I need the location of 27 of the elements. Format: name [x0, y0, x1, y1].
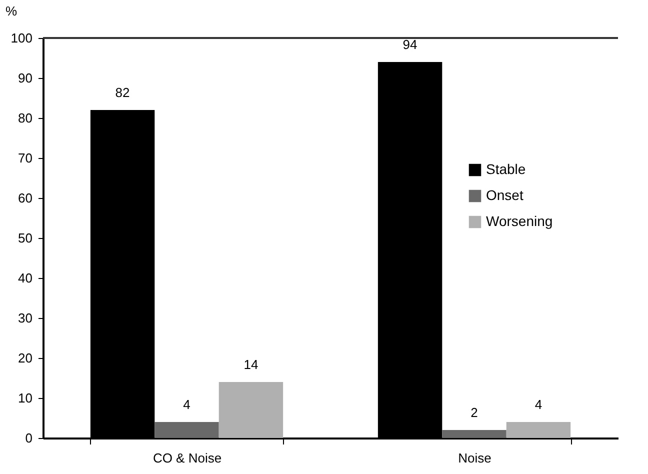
y-tick-label: 0: [25, 430, 32, 446]
y-tick-label: 20: [18, 350, 32, 366]
y-tick-label: 70: [18, 150, 32, 166]
bar: [506, 422, 571, 438]
y-axis-title: %: [6, 4, 18, 18]
bar: [218, 382, 284, 438]
y-tick-label: 100: [10, 30, 32, 46]
y-tick-label: 60: [18, 190, 32, 206]
bar: [442, 430, 506, 438]
legend-label: Onset: [486, 187, 524, 203]
data-label: 82: [115, 85, 130, 100]
bar: [154, 422, 219, 438]
legend-label: Worsening: [486, 213, 553, 229]
y-tick-label: 30: [18, 310, 32, 326]
data-label: 2: [470, 405, 478, 420]
data-label: 4: [534, 397, 542, 412]
y-tick-label: 50: [18, 230, 32, 246]
y-tick-label: 40: [18, 270, 32, 286]
x-tick-label: CO & Noise: [152, 450, 222, 466]
data-label: 94: [402, 37, 418, 52]
y-tick-label: 10: [18, 390, 32, 406]
data-label: 14: [244, 357, 258, 372]
y-tick-label: 90: [18, 70, 32, 86]
legend-label: Stable: [486, 161, 526, 177]
data-label: 4: [183, 397, 190, 412]
y-tick-label: 80: [18, 110, 32, 126]
x-tick-label: Noise: [458, 450, 492, 466]
